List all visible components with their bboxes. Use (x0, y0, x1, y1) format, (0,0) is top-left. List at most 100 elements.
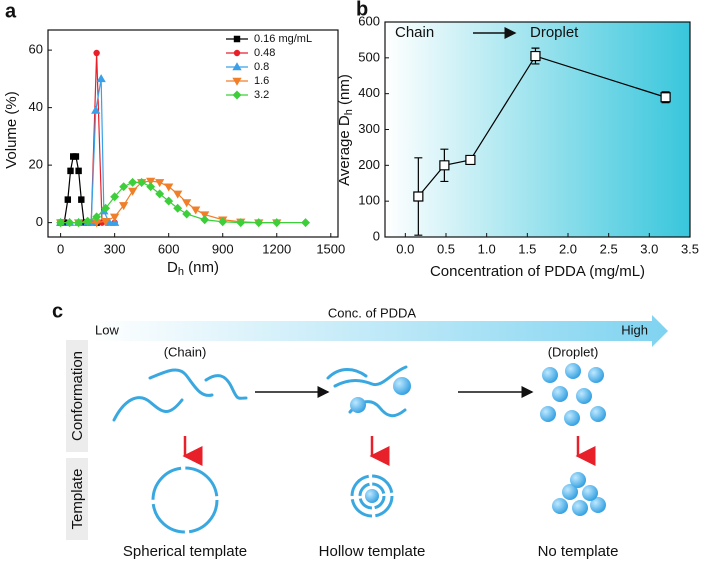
y-tick-label: 0 (373, 228, 380, 243)
y-tick-label: 40 (29, 99, 43, 114)
y-tick-label: 200 (358, 157, 380, 172)
marker (191, 206, 201, 215)
marker (660, 92, 671, 103)
y-tick-label: 0 (36, 214, 43, 229)
x-tick-label: 0 (57, 241, 64, 256)
x-tick-label: 300 (104, 241, 126, 256)
state-label: (Droplet) (548, 344, 599, 359)
legend-label: 3.2 (254, 89, 269, 101)
high-label: High (621, 322, 648, 337)
low-label: Low (95, 322, 119, 337)
marker (155, 189, 165, 199)
marker (119, 202, 129, 211)
marker (128, 187, 138, 196)
legend-marker (232, 90, 242, 100)
legend-marker (233, 49, 241, 57)
marker (155, 179, 165, 188)
marker (119, 182, 129, 192)
label-part: D (167, 259, 178, 276)
marker (56, 218, 66, 228)
y-axis-label: Volume (%) (3, 91, 20, 169)
row-label: Conformation (69, 351, 86, 441)
templates (151, 466, 394, 534)
marker (173, 203, 183, 213)
y-tick-label: 60 (29, 42, 43, 57)
x-tick-label: 3.0 (640, 241, 658, 256)
marker (173, 190, 183, 199)
marker (200, 215, 210, 225)
marker (110, 217, 120, 226)
y-tick-label: 600 (358, 13, 380, 28)
annotation: Droplet (530, 24, 579, 41)
panel-label: c (52, 300, 63, 322)
x-tick-label: 2.5 (600, 241, 618, 256)
label-part: Average D (336, 115, 353, 186)
row-label: Template (69, 469, 86, 530)
marker (301, 218, 311, 228)
marker (93, 49, 100, 57)
y-tick-label: 400 (358, 85, 380, 100)
x-tick-label: 900 (212, 241, 234, 256)
marker (100, 217, 111, 226)
label-sub: h (343, 109, 355, 115)
marker (92, 212, 102, 222)
state-label: (Chain) (164, 344, 207, 359)
row-box (66, 458, 88, 540)
marker (200, 211, 210, 220)
marker (439, 160, 450, 171)
marker (218, 217, 228, 227)
spheres (350, 363, 606, 516)
y-tick-label: 300 (358, 121, 380, 136)
annotation: Chain (395, 24, 434, 41)
marker (128, 177, 138, 187)
legend-label: 0.8 (254, 61, 269, 73)
label-part: (nm) (184, 259, 219, 276)
marker (164, 183, 174, 192)
y-tick-label: 20 (29, 157, 43, 172)
x-tick-label: 600 (158, 241, 180, 256)
marker (65, 218, 75, 228)
x-tick-label: 3.5 (681, 241, 699, 256)
marker (254, 218, 264, 228)
template-label: No template (538, 543, 619, 560)
chains (112, 365, 408, 422)
template-label: Spherical template (123, 543, 247, 560)
marker (67, 167, 74, 175)
y-tick-label: 500 (358, 49, 380, 64)
marker (146, 177, 156, 186)
marker (74, 218, 84, 228)
x-tick-label: 0.5 (437, 241, 455, 256)
red-arrows (182, 436, 596, 466)
marker (75, 167, 82, 175)
label-part: (nm) (336, 74, 353, 109)
marker (78, 196, 85, 203)
marker (110, 213, 120, 222)
x-tick-label: 1.0 (478, 241, 496, 256)
marker (164, 196, 174, 206)
legend-label: 1.6 (254, 75, 269, 87)
marker (530, 50, 541, 62)
x-tick-label: 0.0 (396, 241, 414, 256)
marker (83, 216, 93, 226)
x-axis-label: Dh (nm) (167, 259, 219, 278)
marker (101, 203, 111, 213)
label-sub: h (178, 266, 184, 278)
legend-marker (232, 62, 242, 71)
panel-label: b (356, 0, 368, 20)
conc-arrow (92, 315, 668, 347)
legend-label: 0.16 mg/mL (254, 33, 312, 45)
x-tick-label: 2.0 (559, 241, 577, 256)
legend-marker (233, 35, 241, 43)
marker (137, 177, 147, 187)
x-tick-label: 1200 (262, 241, 291, 256)
row-box (66, 340, 88, 452)
x-axis-label: Concentration of PDDA (mg/mL) (430, 263, 645, 280)
plot-frame (47, 29, 339, 238)
panel-label: a (5, 0, 17, 22)
x-tick-label: 1.5 (518, 241, 536, 256)
marker (146, 182, 156, 192)
marker (64, 196, 72, 203)
marker (182, 209, 192, 219)
marker (110, 192, 120, 202)
